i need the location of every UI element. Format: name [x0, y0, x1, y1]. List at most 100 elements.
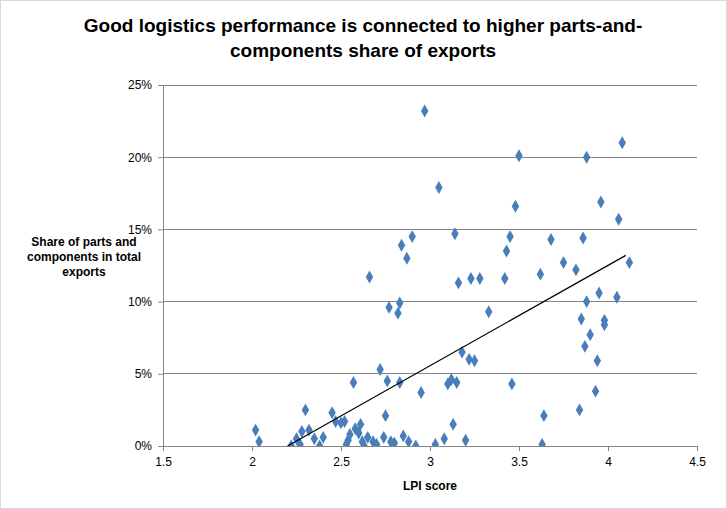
text-line: components share of exports — [230, 40, 496, 61]
x-tick-label: 2 — [249, 455, 256, 469]
point — [380, 431, 387, 444]
point — [540, 409, 547, 422]
x-tick-mark — [519, 446, 520, 451]
grid-line — [163, 229, 697, 230]
point — [576, 403, 583, 416]
point — [403, 252, 410, 265]
point — [384, 375, 391, 388]
point — [396, 297, 403, 310]
x-tick-mark — [252, 446, 253, 451]
point — [471, 354, 478, 367]
point — [451, 227, 458, 240]
y-tick-mark — [158, 85, 163, 86]
marks — [252, 105, 633, 446]
y-tick: 10% — [128, 295, 163, 309]
x-axis: 1.5 2 2.5 3 3.5 4 4.5 — [155, 446, 706, 469]
x-tick-mark — [430, 446, 431, 451]
y-axis-line — [158, 86, 164, 447]
point — [578, 312, 585, 325]
text-line: Good logistics performance is connected … — [84, 15, 642, 36]
point — [382, 409, 389, 422]
point — [366, 271, 373, 284]
title: Good logistics performance is connected … — [84, 15, 642, 61]
point — [572, 263, 579, 276]
point — [376, 363, 383, 376]
point — [435, 181, 442, 194]
point — [449, 418, 456, 431]
point — [255, 435, 262, 446]
point — [485, 305, 492, 318]
point — [467, 272, 474, 285]
y-tick-mark — [158, 229, 163, 230]
x-tick-mark — [608, 446, 609, 451]
point — [626, 256, 633, 269]
x-tick-label: 3 — [427, 455, 434, 469]
x-tick-mark — [697, 446, 698, 451]
point — [595, 286, 602, 299]
x-tick-label: 4.5 — [689, 455, 706, 469]
point — [615, 213, 622, 226]
point — [583, 151, 590, 164]
point — [350, 376, 357, 389]
point — [512, 200, 519, 213]
point — [319, 431, 326, 444]
point — [547, 233, 554, 246]
point — [560, 256, 567, 269]
point — [302, 403, 309, 416]
y-tick-mark — [158, 302, 163, 303]
point — [421, 105, 428, 118]
y-tick: 5% — [135, 367, 163, 381]
point — [311, 432, 318, 445]
x-tick: 1.5 — [155, 446, 172, 469]
point — [501, 272, 508, 285]
point — [341, 415, 348, 428]
point — [586, 328, 593, 341]
y-tick-mark — [158, 374, 163, 375]
chart-border — [1, 1, 727, 509]
x-tick-label: 4 — [605, 455, 612, 469]
chart: Good logistics performance is connected … — [0, 0, 727, 509]
y-tick-label: 25% — [128, 78, 152, 92]
point — [432, 438, 439, 446]
y-tick: 20% — [128, 151, 163, 165]
text-line: components in total — [27, 250, 141, 264]
x-tick: 3.5 — [511, 446, 528, 469]
y-tick-mark — [158, 446, 163, 447]
point — [597, 196, 604, 209]
point — [619, 136, 626, 149]
x-axis-line — [164, 447, 698, 452]
point — [405, 435, 412, 446]
point — [394, 307, 401, 320]
point — [503, 245, 510, 258]
point — [583, 295, 590, 308]
x-tick: 4 — [605, 446, 612, 469]
text-line: exports — [62, 265, 106, 279]
point — [357, 418, 364, 431]
y-tick: 25% — [128, 78, 163, 92]
point — [476, 272, 483, 285]
y-tick-label: 20% — [128, 151, 152, 165]
point — [453, 376, 460, 389]
y-axis-title: Share of parts andcomponents in totalexp… — [27, 235, 141, 279]
point — [391, 437, 398, 446]
y-tick: 0% — [135, 439, 163, 453]
point — [441, 432, 448, 445]
point — [455, 276, 462, 289]
point — [462, 434, 469, 446]
point — [412, 440, 419, 446]
y-tick-label: 0% — [135, 439, 153, 453]
x-tick-label: 2.5 — [333, 455, 350, 469]
point — [398, 239, 405, 252]
point — [537, 268, 544, 281]
point — [515, 149, 522, 162]
y-tick-label: 5% — [135, 367, 153, 381]
text-line: Share of parts and — [31, 235, 136, 249]
trend-line — [288, 255, 626, 446]
grid-line — [163, 157, 697, 158]
y-tick-mark — [158, 157, 163, 158]
point — [592, 385, 599, 398]
point — [417, 386, 424, 399]
x-tick-label: 3.5 — [511, 455, 528, 469]
point — [508, 377, 515, 390]
point — [506, 230, 513, 243]
